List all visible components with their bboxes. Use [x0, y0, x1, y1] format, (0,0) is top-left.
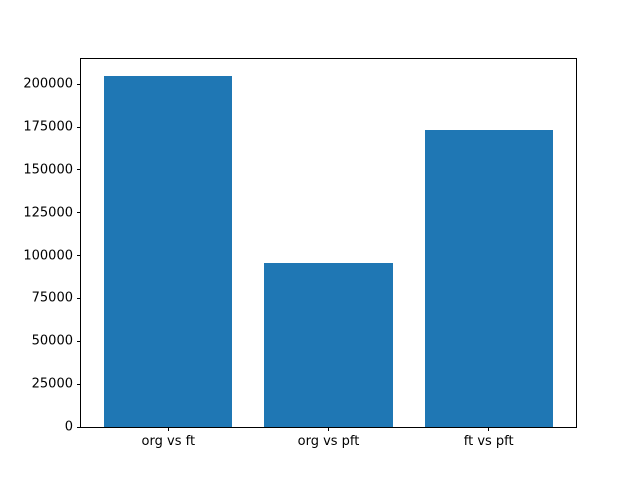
y-tick-label-0: 0	[64, 419, 73, 435]
y-tick-label-125000: 125000	[23, 205, 73, 221]
bar-org-vs-ft	[104, 76, 233, 427]
bar-ft-vs-pft	[424, 130, 553, 427]
y-tick-mark	[77, 83, 81, 85]
y-tick-label-200000: 200000	[23, 76, 73, 92]
y-tick-mark	[77, 126, 81, 128]
y-tick-label-150000: 150000	[23, 162, 73, 178]
y-tick-mark	[77, 383, 81, 385]
y-tick-mark	[77, 255, 81, 257]
y-tick-mark	[77, 212, 81, 214]
y-tick-mark	[77, 169, 81, 171]
y-tick-mark	[77, 426, 81, 428]
x-tick-mark	[328, 427, 329, 431]
y-tick-mark	[77, 297, 81, 299]
y-tick-label-50000: 50000	[31, 333, 73, 349]
y-tick-label-100000: 100000	[23, 248, 73, 264]
x-tick-label-ft-vs-pft: ft vs pft	[463, 434, 514, 449]
x-tick-label-org-vs-ft: org vs ft	[141, 434, 196, 449]
bar-org-vs-pft	[264, 263, 393, 427]
y-tick-label-175000: 175000	[23, 119, 73, 135]
y-tick-mark	[77, 340, 81, 342]
x-tick-mark	[167, 427, 169, 431]
y-tick-label-75000: 75000	[31, 290, 73, 306]
x-tick-mark	[488, 427, 490, 431]
y-tick-label-25000: 25000	[31, 376, 73, 392]
x-tick-label-org-vs-pft: org vs pft	[297, 434, 360, 449]
plot-area: org vs ft org vs pft ft vs pft 0 25000 50000 7…	[23, 58, 577, 448]
